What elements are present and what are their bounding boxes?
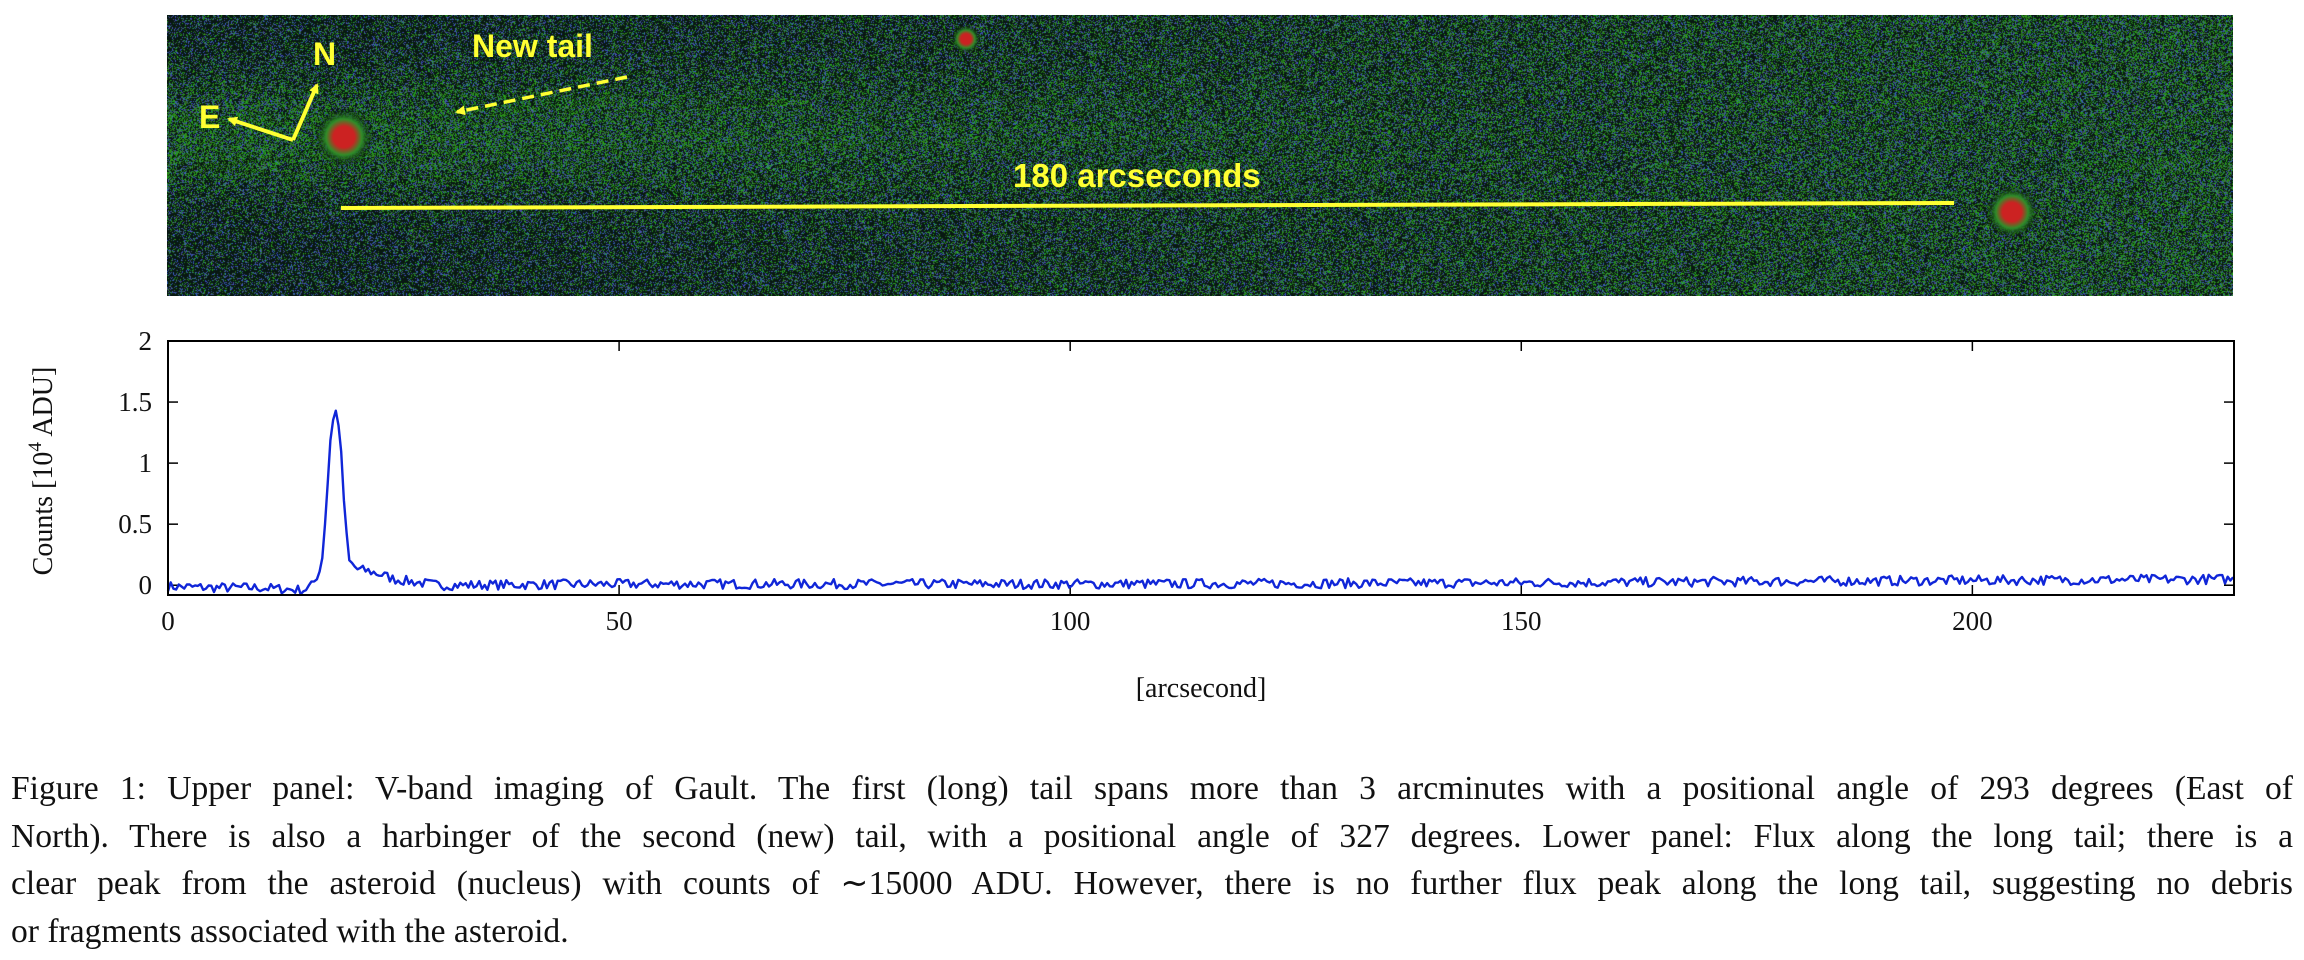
x-tick-label: 200 (1952, 606, 1993, 636)
v-band-image (167, 15, 2233, 296)
plot-frame (167, 340, 2235, 596)
x-tick-label: 50 (606, 606, 633, 636)
scale-bar (340, 201, 1955, 210)
flux-series-line (166, 409, 2235, 596)
y-tick-label: 0 (139, 570, 153, 600)
tick-labels: 0 50 100 150 200 0 0.5 1 1.5 2 (118, 326, 1992, 636)
caption-line: clear peak from the asteroid (nucleus) w… (11, 865, 2293, 902)
new-tail-arrow (455, 75, 628, 116)
compass-north-label: N (313, 36, 336, 72)
compass-icon (227, 83, 319, 142)
compass-east-label: E (199, 99, 220, 135)
y-tick-label: 2 (139, 326, 153, 356)
scale-bar-label: 180 arcseconds (1013, 157, 1261, 194)
caption-line: North). There is also a harbinger of the… (11, 817, 2293, 855)
flux-profile-chart: 0 50 100 150 200 0 0.5 1 1.5 2 [arcsecond] Counts… (25, 326, 2235, 704)
new-tail-label: New tail (472, 28, 593, 64)
y-tick-label: 1 (139, 448, 153, 478)
figure-caption: Figure 1: Upper panel: V-band imaging of… (11, 765, 2293, 955)
x-tick-label: 100 (1050, 606, 1091, 636)
image-annotations: N E New tail 180 arcseconds (199, 28, 1955, 210)
x-tick-label: 0 (161, 606, 175, 636)
chart-axes (167, 340, 2234, 595)
y-tick-label: 0.5 (118, 509, 152, 539)
y-axis-title: Counts [104 ADU] (25, 367, 59, 576)
y-tick-label: 1.5 (118, 387, 152, 417)
x-tick-label: 150 (1501, 606, 1542, 636)
x-axis-title: [arcsecond] (1136, 673, 1267, 704)
caption-line: or fragments associated with the asteroi… (11, 912, 569, 950)
caption-line: Figure 1: Upper panel: V-band imaging of… (11, 770, 2293, 807)
